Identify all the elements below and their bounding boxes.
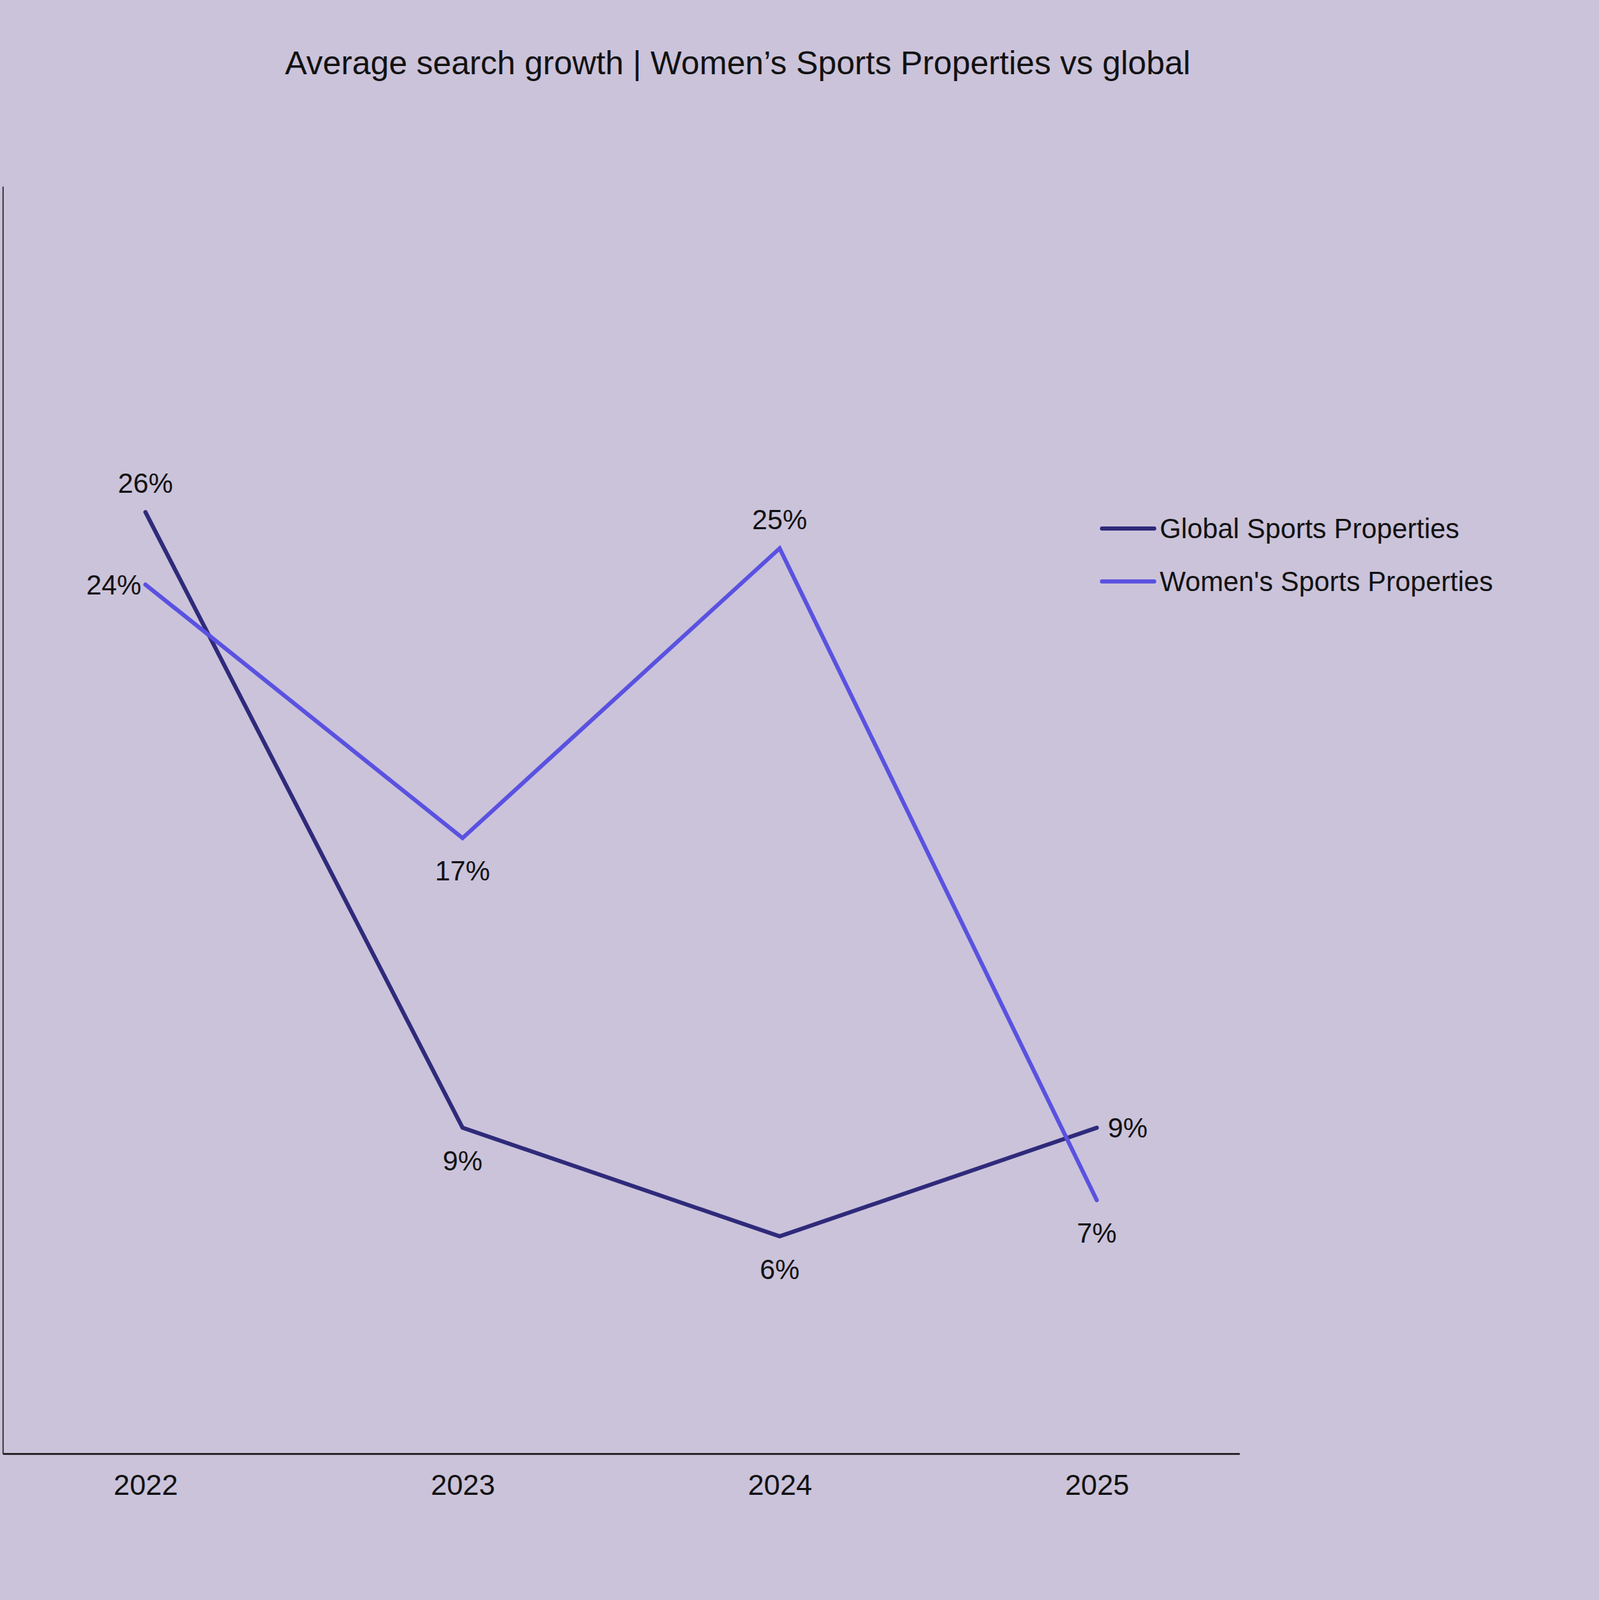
x-axis: 2022 2023 2024 2025 (3, 1453, 1241, 1502)
data-label: 25% (752, 504, 808, 535)
title: Average search growth | Women’s Sports P… (284, 44, 1190, 82)
x-tick: 2025 (1064, 1453, 1129, 1502)
legend-swatch (1101, 579, 1155, 584)
x-tick-label: 2022 (113, 1469, 178, 1502)
x-tick-label: 2025 (1064, 1469, 1129, 1502)
x-tick-label: 2023 (431, 1469, 495, 1502)
background (0, 0, 1599, 1600)
chart: Average search growth | Women’s Sports P… (0, 0, 1599, 1600)
legend-label: Global Sports Properties (1159, 513, 1460, 544)
y-axis-line (2, 186, 5, 1455)
x-axis-line (3, 1453, 1241, 1456)
legend-swatch (1101, 526, 1155, 531)
x-tick: 2023 (431, 1453, 495, 1502)
lines (145, 512, 1098, 1237)
data-labels: 26% 9% 6% 9% 24% 17% 25% 7% (86, 468, 1149, 1285)
data-label: 6% (759, 1254, 800, 1285)
series-line (145, 512, 1098, 1237)
series-line (145, 548, 1098, 1201)
data-label: 9% (1107, 1112, 1148, 1144)
x-tick: 2024 (747, 1453, 812, 1502)
y-axis (2, 186, 4, 1455)
data-label: 17% (435, 855, 491, 887)
data-label: 9% (442, 1145, 483, 1177)
data-label: 7% (1077, 1218, 1118, 1249)
data-label: 24% (86, 569, 142, 601)
data-label: 26% (118, 468, 174, 499)
legend-label: Women's Sports Properties (1159, 566, 1494, 597)
x-tick: 2022 (113, 1453, 178, 1502)
x-tick-label: 2024 (747, 1469, 812, 1502)
legend: Global Sports Properties Women's Sports P… (1101, 513, 1494, 597)
